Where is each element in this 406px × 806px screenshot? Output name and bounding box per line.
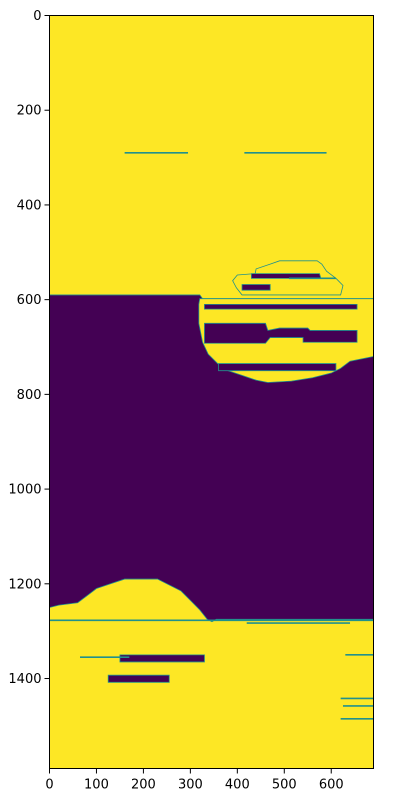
x-tick-label: 400 <box>225 778 250 793</box>
y-tick-label: 0 <box>33 9 41 24</box>
y-tick-label: 600 <box>17 293 42 308</box>
heatmap-region-high <box>198 298 374 383</box>
y-tick-label: 1400 <box>8 672 41 687</box>
x-tick-label: 100 <box>84 778 109 793</box>
heatmap-region-low <box>119 654 205 663</box>
x-tick-label: 0 <box>45 778 53 793</box>
x-tick-label: 600 <box>319 778 344 793</box>
x-axis: 0 100 200 300 400 500 600 <box>45 768 344 793</box>
y-tick-label: 1000 <box>8 483 41 498</box>
heatmap-region-low <box>241 284 271 291</box>
y-tick-label: 400 <box>17 198 42 213</box>
y-tick-label: 1200 <box>8 577 41 592</box>
plot-frame <box>49 15 374 769</box>
x-tick-label: 200 <box>131 778 156 793</box>
heatmap-region-low <box>218 363 337 372</box>
heatmap-region-low <box>204 303 358 310</box>
plot-area <box>49 15 374 769</box>
heatmap-region-low <box>107 674 170 683</box>
y-tick-label: 200 <box>17 104 42 119</box>
x-tick-label: 500 <box>272 778 297 793</box>
y-axis: 0 200 400 600 800 1000 1200 1400 <box>8 9 50 687</box>
y-tick-label: 800 <box>17 388 42 403</box>
x-tick-label: 300 <box>178 778 203 793</box>
heatmap-region-low <box>204 322 358 344</box>
